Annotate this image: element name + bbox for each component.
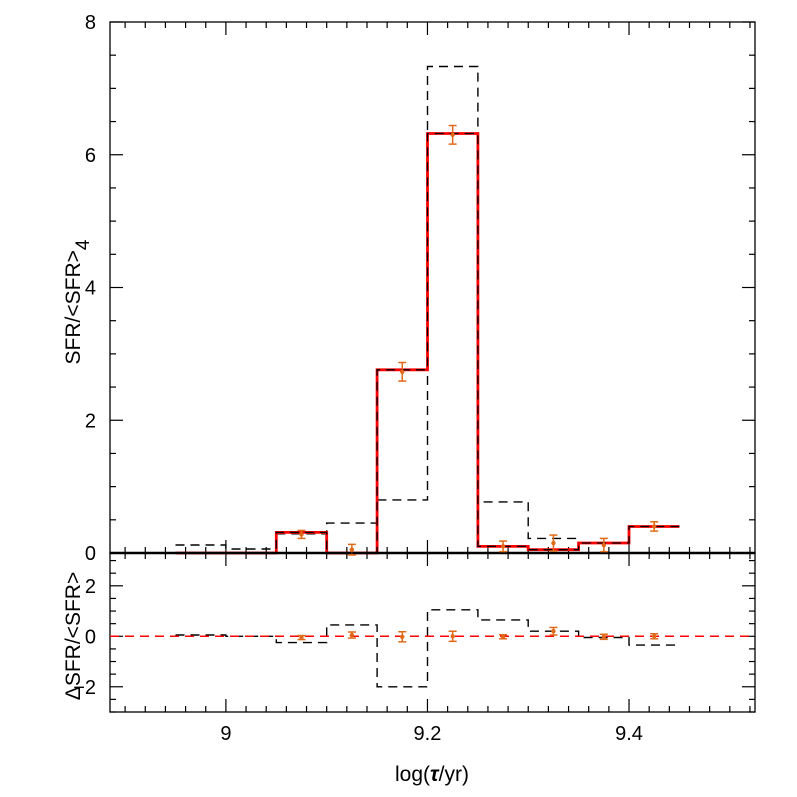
top-y-axis-title-main: SFR/<SFR> bbox=[62, 250, 85, 364]
axis-labels: SFR/<SFR>4 ΔSFR/<SFR> log(τ/yr) bbox=[62, 239, 469, 786]
top-y-axis-title: SFR/<SFR>4 bbox=[62, 239, 94, 364]
bottom-series-residual bbox=[175, 609, 680, 688]
top-point-marker bbox=[299, 532, 304, 537]
bottom-y-tick-label: −2 bbox=[73, 677, 96, 699]
top-point-marker bbox=[450, 132, 455, 138]
bottom-point-marker bbox=[500, 634, 506, 639]
top-point-marker bbox=[551, 540, 556, 546]
top-y-tick-label: 6 bbox=[85, 145, 96, 167]
top-panel: 0 2 4 6 8 bbox=[85, 12, 756, 565]
bottom-panel: −2 0 2 9 9.2 9.4 bbox=[73, 552, 756, 745]
bottom-data-point bbox=[650, 633, 659, 640]
bottom-frame bbox=[109, 552, 756, 713]
bottom-point-marker bbox=[400, 634, 405, 639]
bottom-data-point bbox=[599, 633, 608, 641]
bottom-x-tick-label: 9 bbox=[220, 723, 231, 745]
bottom-data-point bbox=[347, 631, 356, 639]
top-data-point bbox=[448, 124, 457, 145]
x-axis-title-symbol: τ bbox=[430, 763, 440, 786]
bottom-y-axis-title: ΔSFR/<SFR> bbox=[62, 572, 85, 700]
bottom-point-marker bbox=[551, 629, 556, 634]
top-data-point bbox=[650, 521, 659, 532]
bottom-point-marker bbox=[450, 634, 455, 639]
top-data-point bbox=[297, 529, 306, 540]
top-y-tick-label: 4 bbox=[85, 278, 96, 300]
top-point-marker bbox=[400, 369, 405, 374]
top-data-point bbox=[599, 537, 608, 553]
top-y-tick-label: 8 bbox=[85, 12, 96, 34]
bottom-y-tick-label: 2 bbox=[85, 576, 96, 598]
top-point-marker bbox=[500, 544, 506, 549]
top-data-point bbox=[347, 543, 356, 556]
top-data-point bbox=[398, 361, 407, 382]
x-axis-title-prefix: log( bbox=[395, 763, 430, 786]
top-y-tick-label: 2 bbox=[85, 410, 96, 432]
bottom-point-marker bbox=[601, 634, 607, 639]
bottom-point-marker bbox=[652, 634, 657, 639]
x-axis-title: log(τ/yr) bbox=[395, 763, 469, 786]
bottom-data-point bbox=[549, 626, 558, 636]
top-y-tick-label: 0 bbox=[85, 543, 96, 565]
bottom-data-point bbox=[499, 634, 508, 640]
top-point-marker bbox=[349, 547, 355, 552]
bottom-point-marker bbox=[349, 632, 355, 638]
top-frame bbox=[109, 21, 756, 554]
top-data-point bbox=[499, 540, 508, 553]
x-axis-title-suffix: /yr) bbox=[439, 763, 469, 786]
bottom-data-point bbox=[448, 630, 457, 643]
bottom-point-marker bbox=[299, 635, 304, 640]
bottom-x-tick-label: 9.4 bbox=[615, 723, 643, 745]
top-point-marker bbox=[601, 542, 607, 548]
top-y-axis-title-sub: 4 bbox=[73, 239, 94, 250]
bottom-x-tick-label: 9.2 bbox=[414, 723, 442, 745]
bottom-data-point bbox=[297, 634, 306, 641]
top-series-recovered-overlay bbox=[175, 132, 680, 554]
top-point-marker bbox=[652, 524, 657, 529]
bottom-y-tick-label: 0 bbox=[85, 626, 96, 648]
bottom-data-point bbox=[398, 630, 407, 643]
top-data-point bbox=[549, 534, 558, 552]
